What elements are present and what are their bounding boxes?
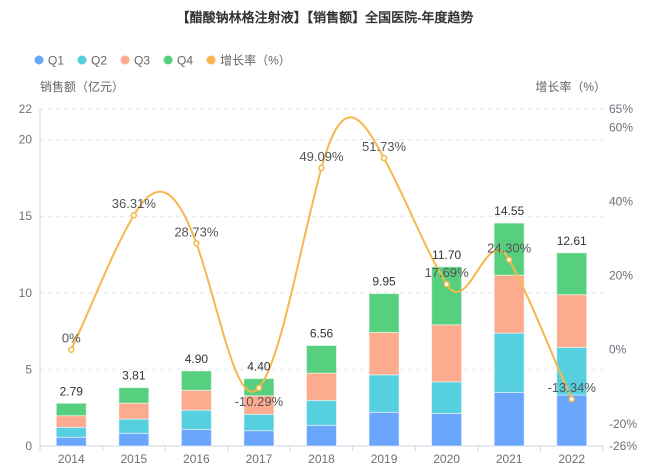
legend-label: Q2 <box>91 54 107 68</box>
y-tick-label: 15 <box>19 209 33 223</box>
growth-rate-label: 49.09% <box>299 149 344 164</box>
legend-marker-Q1 <box>34 55 44 65</box>
y-axis-right-label: 增长率（%） <box>535 79 606 94</box>
bar-total-label: 14.55 <box>494 204 524 218</box>
bar-Q1-2016 <box>180 428 212 447</box>
x-tick-label: 2016 <box>183 452 210 466</box>
bar-Q4-2015 <box>118 387 150 404</box>
bar-total-label: 9.95 <box>372 275 396 289</box>
bar-Q3-2019 <box>368 331 400 376</box>
growth-rate-label: 0% <box>62 331 81 346</box>
bar-Q4-2014 <box>55 402 87 417</box>
growth-rate-line <box>70 116 573 400</box>
bar-Q2-2019 <box>368 374 400 413</box>
growth-rate-point-2020 <box>443 280 450 288</box>
x-tick-label: 2015 <box>120 452 147 466</box>
x-tick-label: 2021 <box>496 452 523 466</box>
y-right-tick-label: 0% <box>609 343 627 357</box>
y-right-tick-label: 40% <box>609 195 633 209</box>
growth-rate-label: 17.69% <box>425 265 470 280</box>
growth-rate-point-2022 <box>568 395 575 403</box>
x-tick-label: 2017 <box>246 452 273 466</box>
growth-rate-point-2015 <box>130 211 138 219</box>
bar-Q4-2018 <box>306 345 337 374</box>
bar-Q4-2022 <box>556 252 588 296</box>
y-tick-label: 5 <box>25 362 32 376</box>
bar-Q1-2019 <box>368 411 400 447</box>
bar-total-label: 4.40 <box>247 360 271 374</box>
x-tick-label: 2019 <box>371 452 398 466</box>
legend-label: Q1 <box>48 54 64 68</box>
bar-Q1-2018 <box>306 424 337 447</box>
y-tick-label: 20 <box>19 133 33 147</box>
bar-Q2-2018 <box>306 399 337 426</box>
legend-marker-Q3 <box>120 55 130 65</box>
y-right-tick-label: 65% <box>609 102 633 116</box>
bar-Q3-2020 <box>431 324 463 383</box>
legend-label: Q4 <box>177 54 193 68</box>
bar-Q1-2020 <box>431 412 463 447</box>
bar-Q3-2016 <box>180 389 212 411</box>
growth-rate-point-2017 <box>255 384 263 392</box>
bar-Q1-2014 <box>55 436 87 447</box>
legend-marker-Q4 <box>163 55 173 65</box>
growth-rate-label: 51.73% <box>362 139 407 154</box>
bar-Q1-2022 <box>556 394 588 447</box>
growth-rate-point-2014 <box>68 346 75 353</box>
bar-Q4-2020 <box>431 266 463 326</box>
y-tick-label: 22 <box>19 102 33 116</box>
x-tick-label: 2020 <box>433 452 460 466</box>
growth-rate-label: 36.31% <box>112 196 157 211</box>
chart-title: 【醋酸钠林格注射液】【销售额】全国医院-年度趋势 <box>177 10 474 25</box>
legend-marker-增长率（%） <box>206 55 216 65</box>
bar-Q2-2015 <box>118 418 150 434</box>
bar-Q1-2017 <box>243 430 275 447</box>
legend: Q1 Q2 Q3 Q4 增长率（%） <box>34 53 291 68</box>
legend-marker-Q2 <box>77 55 87 65</box>
bar-Q2-2020 <box>431 381 463 414</box>
bar-Q3-2021 <box>493 274 525 334</box>
x-tick-label: 2018 <box>308 452 335 466</box>
x-tick-label: 2022 <box>558 452 585 466</box>
bar-Q4-2019 <box>368 293 400 333</box>
y-right-tick-label: 20% <box>609 269 633 283</box>
bar-Q3-2014 <box>55 415 87 428</box>
bar-Q2-2022 <box>556 346 588 396</box>
x-tick-label: 2014 <box>58 452 85 466</box>
growth-rate-point-2018 <box>318 164 325 172</box>
growth-rate-label: 24.30% <box>487 241 532 256</box>
bar-Q1-2015 <box>118 432 150 447</box>
growth-rate-label: -10.29% <box>235 394 284 409</box>
y-right-tick-label: -20% <box>609 417 637 431</box>
y-tick-label: 10 <box>19 286 33 300</box>
bar-Q4-2016 <box>180 370 212 391</box>
bar-Q2-2016 <box>180 409 212 430</box>
growth-rate-point-2019 <box>380 154 388 162</box>
legend-label: Q3 <box>134 54 150 68</box>
bar-total-label: 4.90 <box>185 352 209 366</box>
bar-Q1-2021 <box>493 391 525 447</box>
y-right-tick-label: -26% <box>609 439 637 453</box>
bar-total-label: 2.79 <box>60 384 84 398</box>
bar-total-label: 6.56 <box>310 327 334 341</box>
growth-rate-label: 28.73% <box>174 224 219 239</box>
bar-Q2-2021 <box>493 332 525 393</box>
bar-Q3-2018 <box>306 372 337 401</box>
bar-Q2-2014 <box>55 426 87 438</box>
bar-total-label: 3.81 <box>122 369 146 383</box>
y-tick-label: 0 <box>25 439 32 453</box>
y-axis-label: 销售额（亿元） <box>40 79 124 94</box>
bar-total-label: 11.70 <box>432 248 461 262</box>
bar-total-label: 12.61 <box>557 234 587 248</box>
growth-rate-point-2016 <box>193 240 200 247</box>
growth-rate-point-2021 <box>505 256 513 263</box>
legend-label: 增长率（%） <box>220 53 291 68</box>
bar-Q2-2017 <box>243 413 275 432</box>
bar-Q3-2015 <box>118 402 150 420</box>
bar-Q3-2022 <box>556 294 588 348</box>
growth-rate-label: -13.34% <box>548 380 597 395</box>
y-right-tick-label: 60% <box>609 121 633 135</box>
